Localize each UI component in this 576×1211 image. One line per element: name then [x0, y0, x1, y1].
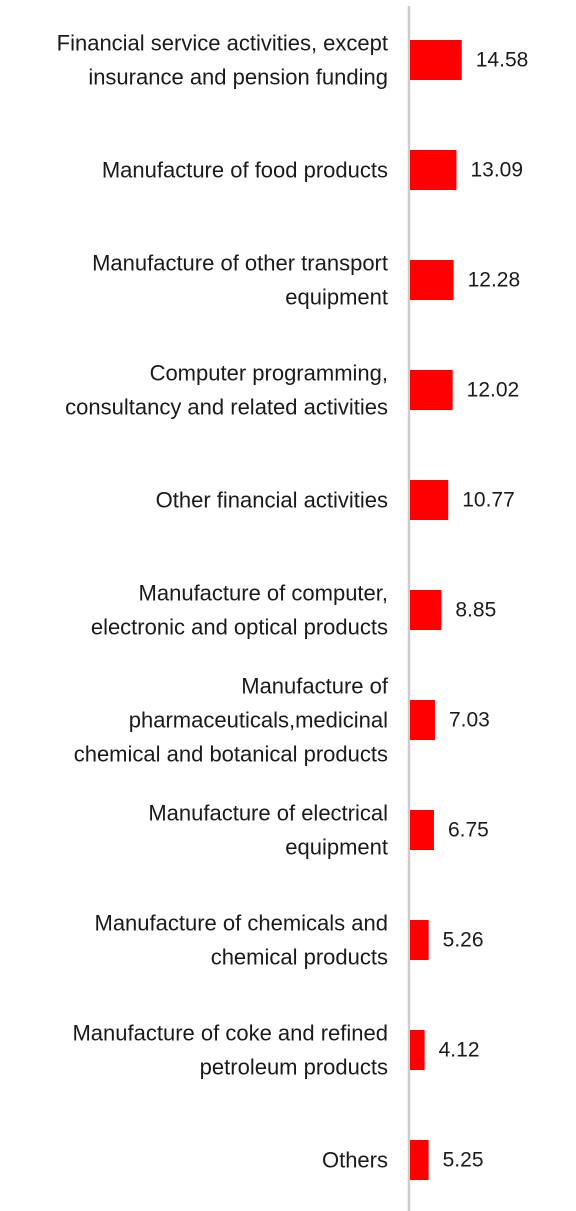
bar — [410, 480, 449, 520]
category-label: Financial service activities, except insu… — [57, 31, 388, 90]
bar — [410, 1140, 429, 1180]
category-label-line: consultancy and related activities — [65, 395, 388, 420]
category-label-line: Other financial activities — [156, 488, 388, 513]
value-label: 6.75 — [448, 819, 489, 842]
category-label-line: insurance and pension funding — [88, 65, 388, 90]
category-label-line: Manufacture of chemicals and — [95, 911, 389, 936]
value-label: 8.85 — [455, 599, 496, 622]
category-label-line: Manufacture of — [241, 674, 389, 699]
category-label-line: pharmaceuticals,medicinal — [129, 708, 388, 733]
category-label: Manufacture of food products — [102, 158, 388, 183]
bars-layer — [410, 40, 462, 1180]
value-label: 5.26 — [443, 929, 484, 952]
category-label-line: Manufacture of coke and refined — [72, 1021, 388, 1046]
category-label-line: Financial service activities, except — [57, 31, 388, 56]
bar — [410, 700, 435, 740]
category-label-line: chemical products — [211, 945, 388, 970]
category-label: Manufacture of electrical equipment — [148, 801, 388, 860]
value-label: 10.77 — [462, 489, 515, 512]
category-label: Manufacture of coke and refined petroleum… — [72, 1021, 388, 1080]
category-label-line: Computer programming, — [150, 361, 388, 386]
value-label: 7.03 — [449, 709, 490, 732]
bar — [410, 260, 454, 300]
bar — [410, 150, 457, 190]
value-label: 13.09 — [470, 159, 523, 182]
category-label-line: electronic and optical products — [91, 615, 388, 640]
value-label: 12.02 — [467, 379, 520, 402]
value-label: 14.58 — [476, 49, 529, 72]
category-label-line: petroleum products — [200, 1055, 388, 1080]
category-label: Manufacture of computer, electronic and o… — [91, 581, 388, 640]
category-label: Others — [322, 1148, 388, 1173]
category-label: Manufacture of other transport equipment — [92, 251, 388, 310]
value-label: 4.12 — [439, 1039, 480, 1062]
value-labels-layer: 14.58 13.09 12.28 12.02 10.77 8.85 7.03 6.75 5.2… — [439, 49, 529, 1172]
bar — [410, 40, 462, 80]
category-label: Manufacture of pharmaceuticals,medicinal c… — [74, 674, 389, 767]
category-labels-layer: Financial service activities, except insu… — [57, 31, 389, 1173]
category-label-line: chemical and botanical products — [74, 742, 388, 767]
category-label-line: Others — [322, 1148, 388, 1173]
category-label: Computer programming, consultancy and rel… — [65, 361, 388, 420]
category-label: Manufacture of chemicals and chemical pro… — [95, 911, 389, 970]
category-label-line: Manufacture of computer, — [139, 581, 388, 606]
category-label-line: Manufacture of electrical — [148, 801, 388, 826]
bar — [410, 590, 442, 630]
category-label-line: Manufacture of food products — [102, 158, 388, 183]
bar — [410, 920, 429, 960]
bar — [410, 810, 434, 850]
category-label: Other financial activities — [156, 488, 388, 513]
value-label: 5.25 — [443, 1149, 484, 1172]
value-label: 12.28 — [468, 269, 521, 292]
bar — [410, 370, 453, 410]
bar — [410, 1030, 425, 1070]
category-label-line: equipment — [285, 285, 388, 310]
category-label-line: equipment — [285, 835, 388, 860]
category-label-line: Manufacture of other transport — [92, 251, 388, 276]
